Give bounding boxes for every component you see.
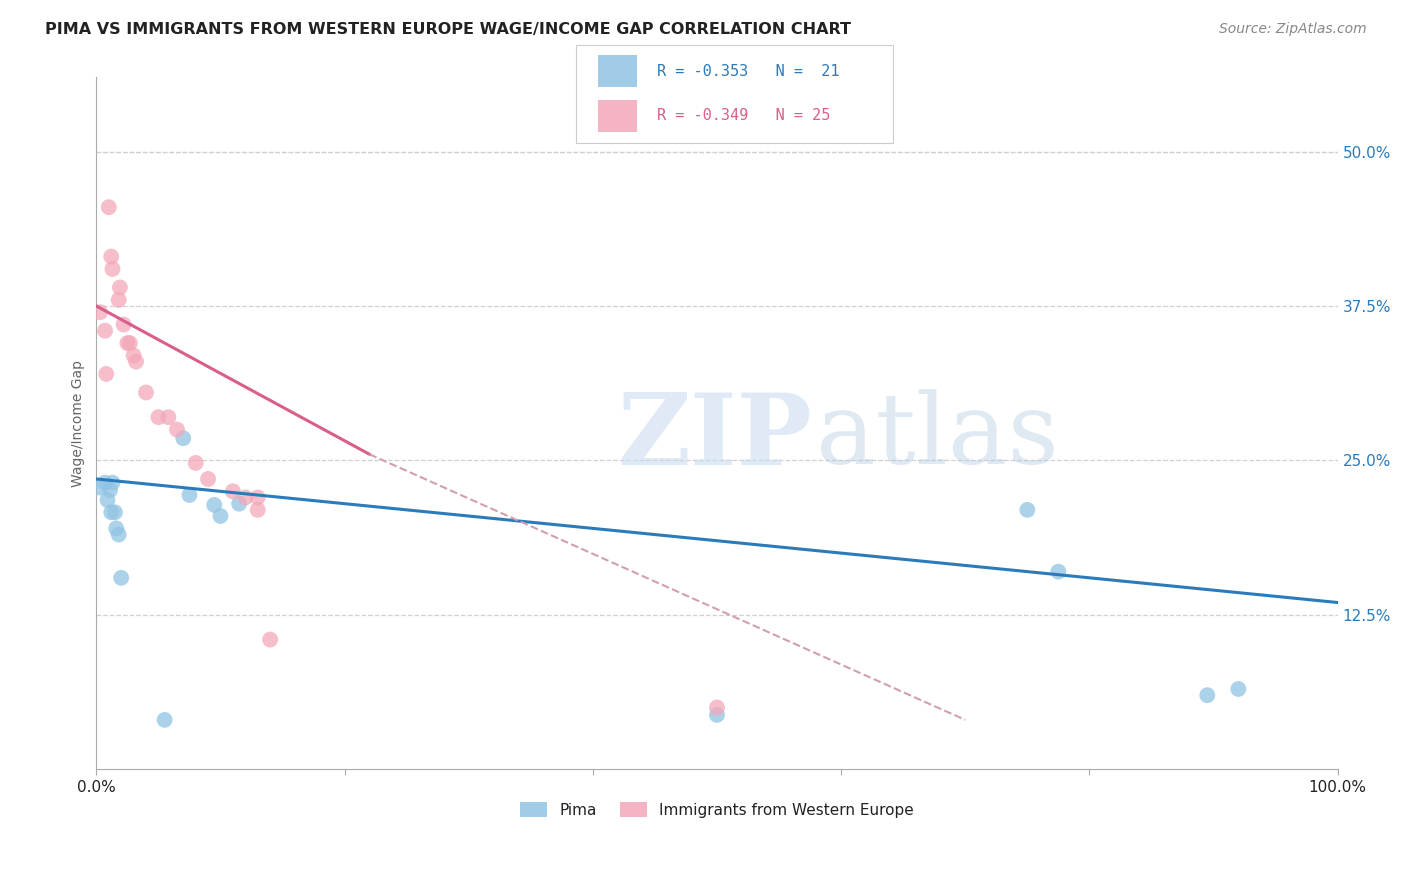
Point bbox=[112, 318, 135, 332]
Point bbox=[259, 632, 281, 647]
Point bbox=[97, 200, 120, 214]
Point bbox=[135, 385, 157, 400]
Point bbox=[209, 509, 232, 524]
Point bbox=[1047, 565, 1070, 579]
Point bbox=[100, 250, 122, 264]
Point bbox=[184, 456, 207, 470]
Legend: Pima, Immigrants from Western Europe: Pima, Immigrants from Western Europe bbox=[513, 797, 921, 824]
Point bbox=[1227, 681, 1250, 696]
Point bbox=[107, 293, 129, 307]
Point bbox=[122, 348, 145, 362]
Point bbox=[118, 336, 141, 351]
Point bbox=[98, 483, 121, 497]
Point bbox=[101, 475, 124, 490]
Point bbox=[246, 503, 269, 517]
Point bbox=[100, 505, 122, 519]
Point bbox=[166, 423, 188, 437]
Point bbox=[89, 481, 111, 495]
Point bbox=[89, 305, 111, 319]
Point bbox=[105, 521, 128, 535]
Point bbox=[233, 491, 256, 505]
Point bbox=[1197, 688, 1219, 702]
Point bbox=[101, 261, 124, 276]
Text: Source: ZipAtlas.com: Source: ZipAtlas.com bbox=[1219, 22, 1367, 37]
Point bbox=[107, 527, 129, 541]
Text: atlas: atlas bbox=[817, 389, 1059, 485]
Point bbox=[148, 410, 170, 425]
Point bbox=[179, 488, 201, 502]
Point bbox=[108, 280, 131, 294]
Point bbox=[110, 571, 132, 585]
Point bbox=[96, 493, 118, 508]
Text: ZIP: ZIP bbox=[617, 389, 813, 486]
Point bbox=[706, 708, 728, 723]
Point bbox=[96, 367, 118, 381]
Text: R = -0.349   N = 25: R = -0.349 N = 25 bbox=[657, 109, 830, 123]
Point bbox=[222, 484, 245, 499]
Point bbox=[197, 472, 219, 486]
Point bbox=[228, 497, 250, 511]
Point bbox=[125, 354, 148, 368]
Point bbox=[157, 410, 180, 425]
Point bbox=[117, 336, 139, 351]
Point bbox=[172, 431, 194, 445]
Point bbox=[1017, 503, 1039, 517]
Point bbox=[153, 713, 176, 727]
Point bbox=[706, 700, 728, 714]
Point bbox=[246, 491, 269, 505]
Point bbox=[104, 505, 127, 519]
Point bbox=[94, 324, 117, 338]
Text: PIMA VS IMMIGRANTS FROM WESTERN EUROPE WAGE/INCOME GAP CORRELATION CHART: PIMA VS IMMIGRANTS FROM WESTERN EUROPE W… bbox=[45, 22, 851, 37]
Point bbox=[202, 498, 225, 512]
Text: R = -0.353   N =  21: R = -0.353 N = 21 bbox=[657, 64, 839, 78]
Y-axis label: Wage/Income Gap: Wage/Income Gap bbox=[72, 359, 86, 487]
Point bbox=[94, 475, 117, 490]
